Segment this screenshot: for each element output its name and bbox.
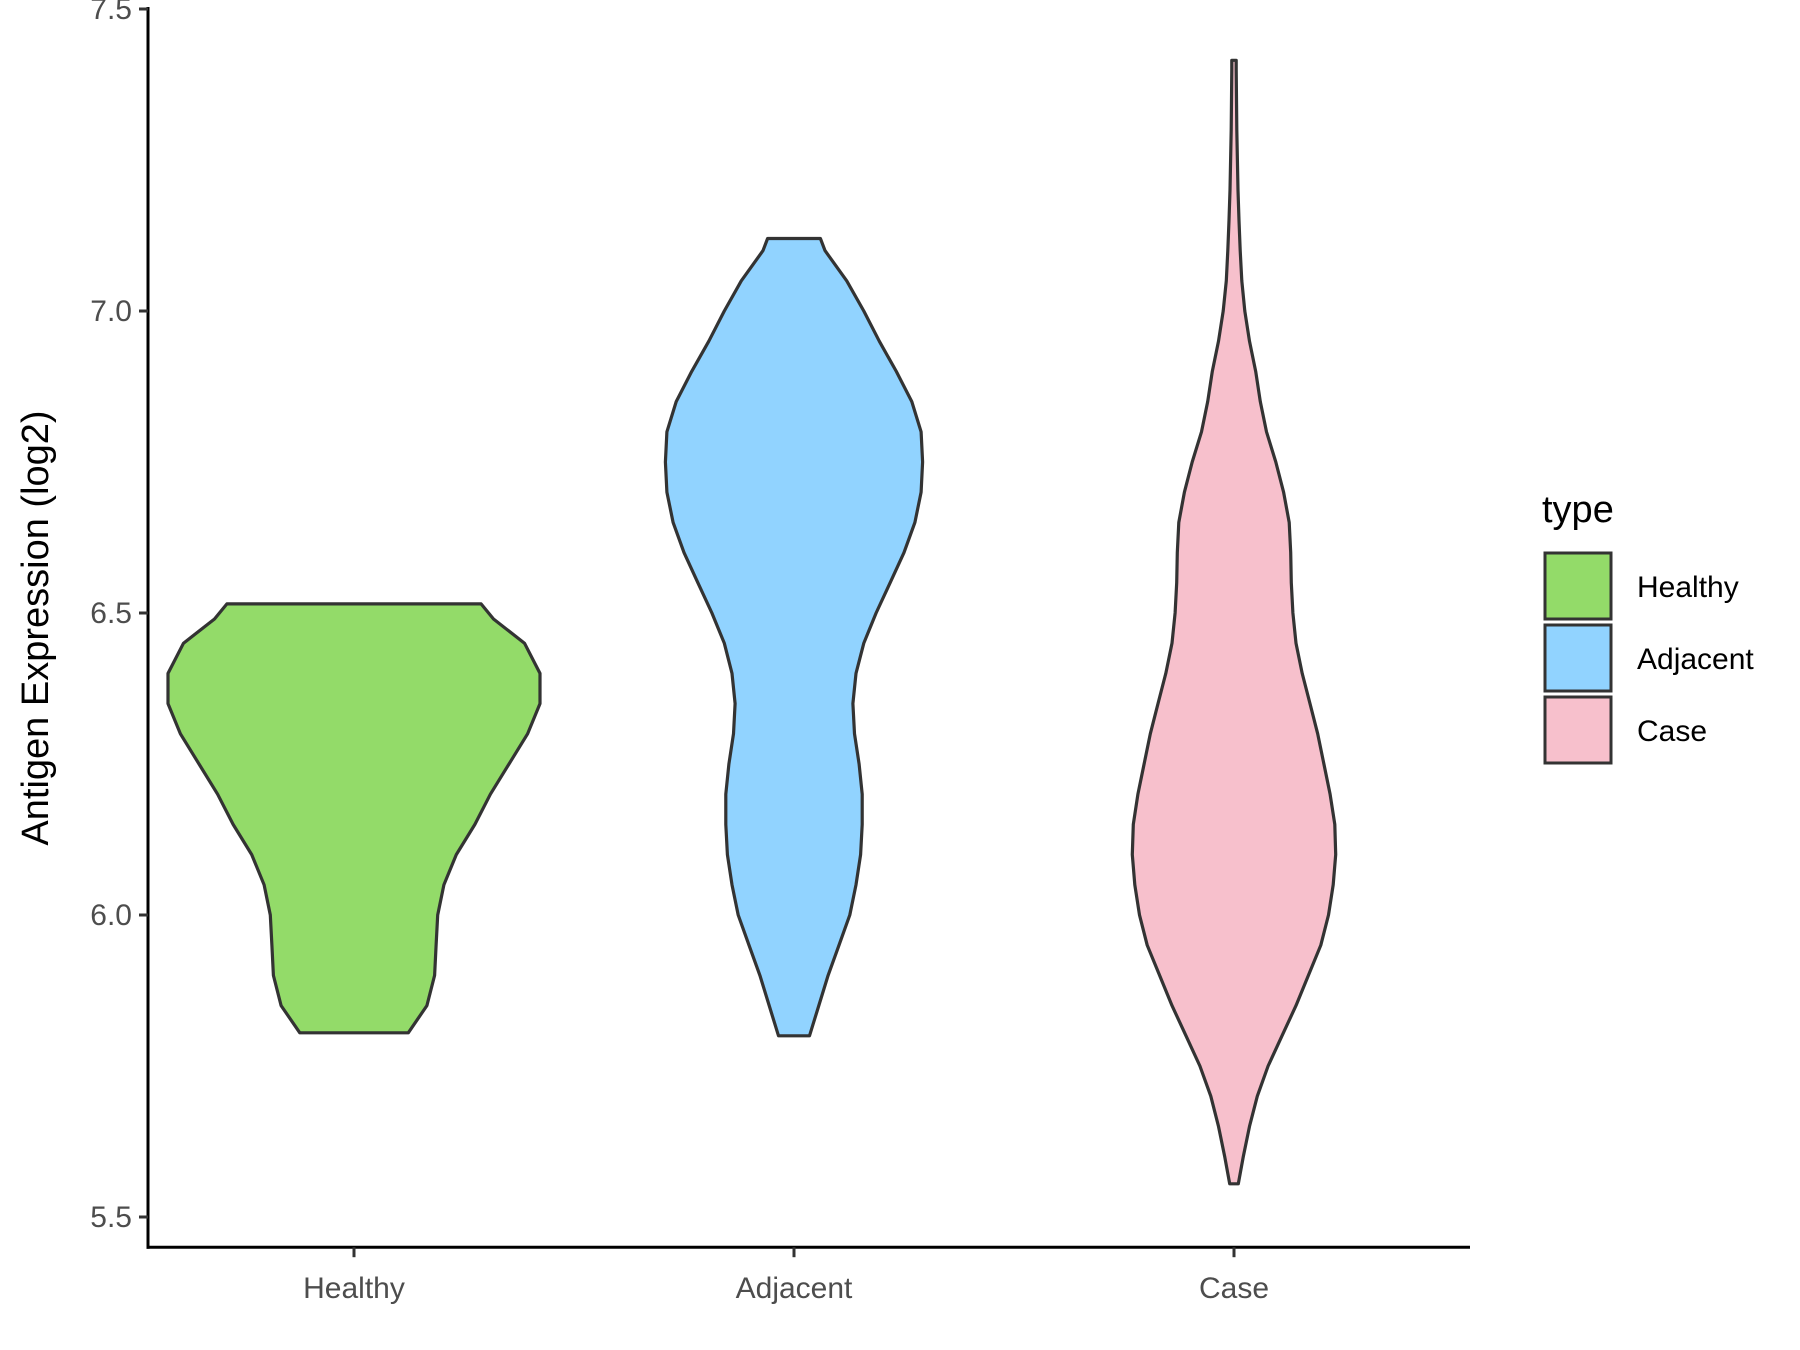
x-tick-label-adjacent: Adjacent	[736, 1272, 853, 1305]
legend: type Healthy Adjacent Case	[1542, 489, 1754, 765]
violin-adjacent	[663, 236, 925, 1038]
legend-label-case: Case	[1637, 715, 1707, 748]
violin-healthy	[166, 602, 542, 1035]
y-tick-label: 7.5	[90, 0, 132, 26]
legend-title: type	[1542, 489, 1614, 531]
x-tick-label-healthy: Healthy	[303, 1272, 405, 1305]
y-tick-label: 6.0	[90, 899, 132, 932]
y-tick-label: 7.0	[90, 295, 132, 328]
legend-key-adjacent	[1543, 623, 1613, 693]
plot-area	[166, 58, 1338, 1186]
y-axis-title: Antigen Expression (log2)	[15, 410, 57, 845]
violin-case	[1130, 58, 1338, 1186]
legend-label-healthy: Healthy	[1637, 571, 1739, 604]
axes: 5.5 6.0 6.5 7.0 7.5 Healthy Adjacent Case	[90, 0, 1470, 1305]
y-tick-label: 6.5	[90, 597, 132, 630]
y-tick-label: 5.5	[90, 1201, 132, 1234]
legend-key-healthy	[1543, 551, 1613, 621]
x-tick-label-case: Case	[1199, 1272, 1269, 1305]
legend-key-case	[1543, 695, 1613, 765]
legend-label-adjacent: Adjacent	[1637, 643, 1754, 676]
